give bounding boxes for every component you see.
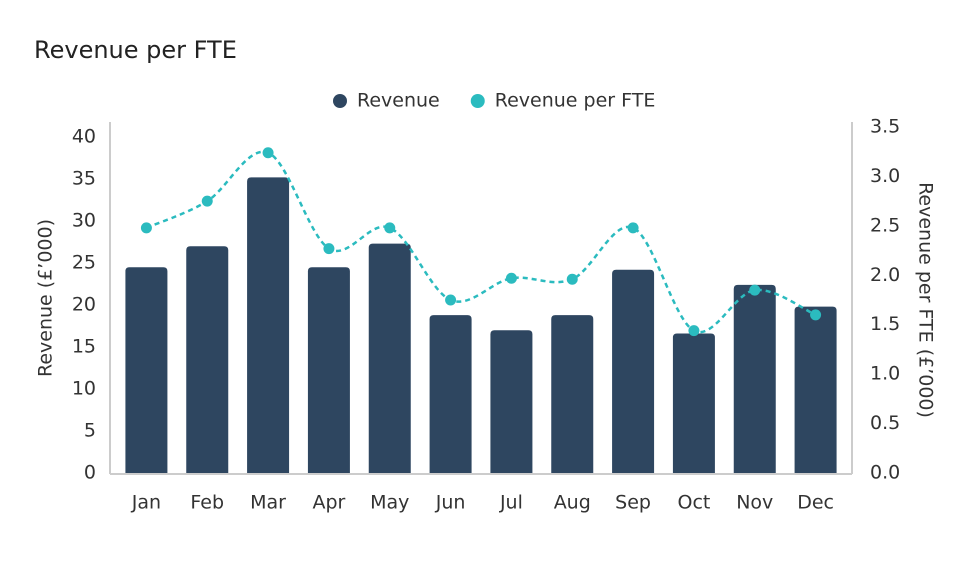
legend-label: Revenue <box>357 90 440 112</box>
bar <box>794 306 837 473</box>
line-marker <box>445 294 457 306</box>
bar <box>490 330 533 473</box>
y-tick-label: 40 <box>72 126 96 148</box>
x-tick-label: Oct <box>677 492 710 514</box>
y-tick-label: 25 <box>72 252 96 274</box>
y-tick-label: 35 <box>72 168 96 190</box>
bar <box>551 315 594 473</box>
line-marker <box>384 222 396 234</box>
bar <box>307 267 350 473</box>
line-marker <box>627 222 639 234</box>
bar <box>429 315 472 473</box>
bar <box>612 269 655 473</box>
y2-tick-label: 3.0 <box>870 165 900 187</box>
x-tick-label: May <box>370 492 409 514</box>
y-tick-label: 15 <box>72 336 96 358</box>
line-marker <box>323 243 335 255</box>
bar <box>247 177 290 473</box>
line-marker <box>749 284 761 296</box>
x-tick-label: Aug <box>554 492 591 514</box>
y-tick-label: 30 <box>72 210 96 232</box>
chart-title: Revenue per FTE <box>34 36 237 64</box>
x-tick-label: Jun <box>435 492 466 514</box>
legend-label: Revenue per FTE <box>495 90 656 112</box>
bar <box>368 243 411 473</box>
legend-marker <box>470 94 485 108</box>
y-axis-label: Revenue (£’000) <box>35 219 57 377</box>
y-tick-label: 0 <box>84 462 96 484</box>
line-marker <box>810 309 822 321</box>
y-tick-label: 20 <box>72 294 96 316</box>
x-tick-label: Sep <box>615 492 651 514</box>
bar <box>672 333 715 473</box>
line-marker <box>566 273 578 285</box>
y2-tick-label: 2.0 <box>870 264 900 286</box>
x-tick-label: Jan <box>131 492 161 514</box>
x-tick-label: Nov <box>736 492 773 514</box>
bar <box>125 267 168 473</box>
y2-tick-label: 1.5 <box>870 313 900 335</box>
line-marker <box>201 195 213 207</box>
y-tick-label: 10 <box>72 378 96 400</box>
y2-tick-label: 1.0 <box>870 363 900 385</box>
x-tick-label: Jul <box>499 492 523 514</box>
x-tick-label: Dec <box>797 492 834 514</box>
x-tick-label: Apr <box>312 492 345 514</box>
y2-axis-label: Revenue per FTE (£’000) <box>915 182 937 418</box>
line-marker <box>140 222 152 234</box>
x-tick-label: Mar <box>250 492 286 514</box>
line-marker <box>262 147 274 159</box>
y2-tick-label: 0.5 <box>870 412 900 434</box>
bar <box>733 284 776 473</box>
line-marker <box>505 272 517 284</box>
y-tick-label: 5 <box>84 420 96 442</box>
y2-tick-label: 2.5 <box>870 214 900 236</box>
y2-tick-label: 0.0 <box>870 462 900 484</box>
bar <box>186 246 229 473</box>
legend-marker <box>333 94 347 108</box>
y2-tick-label: 3.5 <box>870 116 900 138</box>
line-marker <box>688 325 700 337</box>
x-tick-label: Feb <box>190 492 224 514</box>
